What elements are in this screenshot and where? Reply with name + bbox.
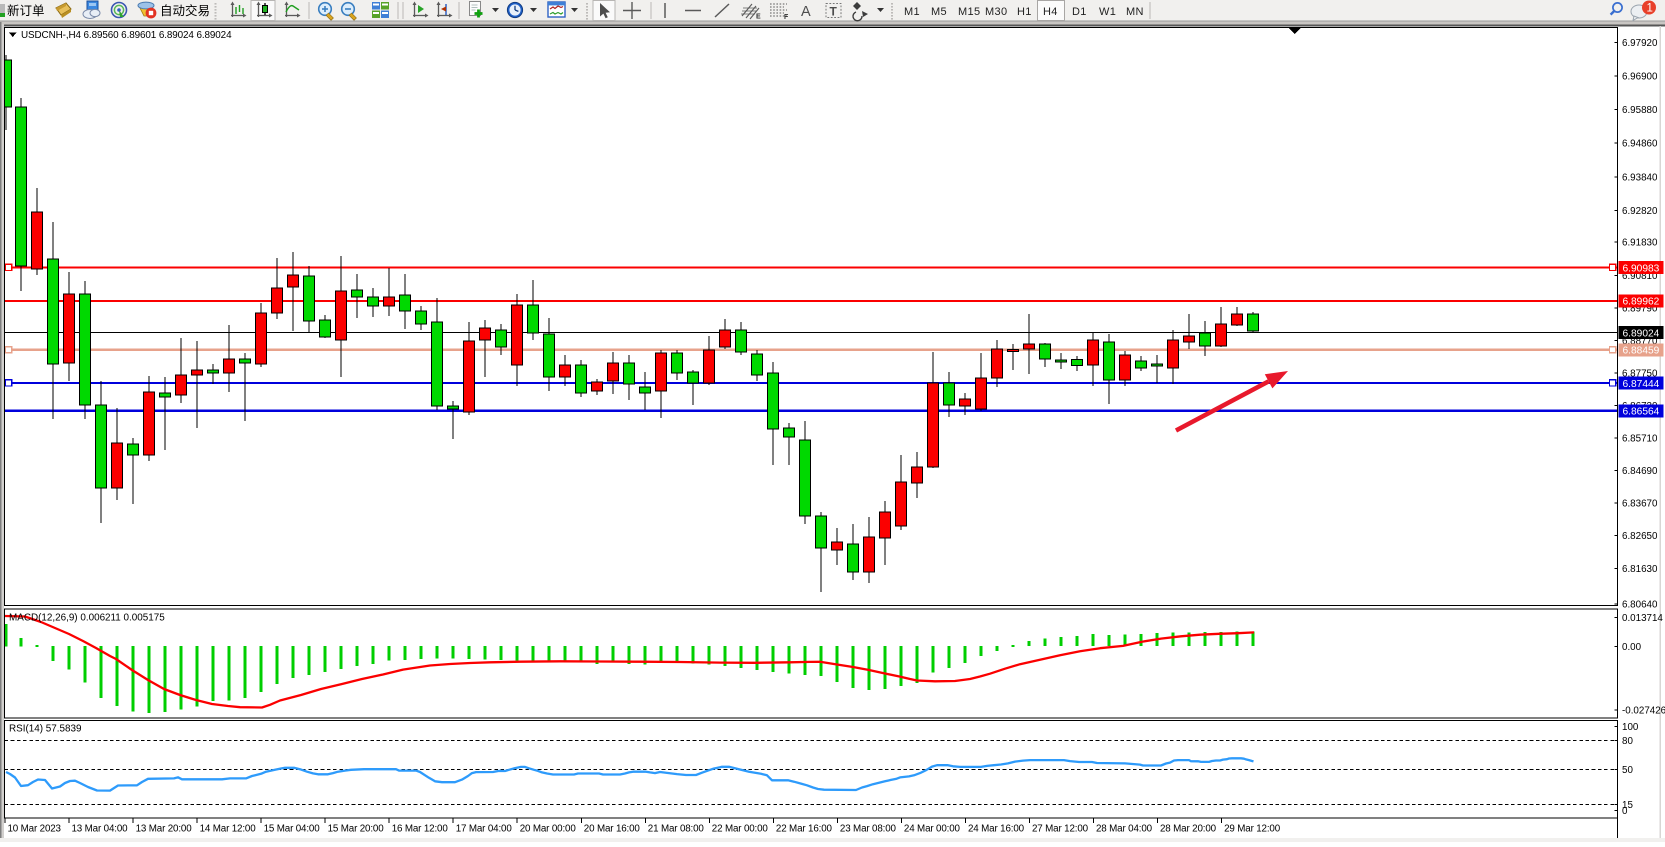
svg-text:6.93840: 6.93840 (1622, 173, 1658, 184)
svg-text:24 Mar 00:00: 24 Mar 00:00 (904, 824, 961, 835)
svg-text:24 Mar 16:00: 24 Mar 16:00 (968, 824, 1025, 835)
svg-text:6.84690: 6.84690 (1622, 466, 1658, 477)
svg-text:6.96900: 6.96900 (1622, 72, 1658, 83)
svg-text:1: 1 (1647, 3, 1653, 15)
svg-text:6.87750: 6.87750 (1622, 368, 1658, 379)
svg-text:29 Mar 12:00: 29 Mar 12:00 (1224, 824, 1281, 835)
svg-text:6.94860: 6.94860 (1622, 139, 1658, 150)
svg-text:D1: D1 (1072, 6, 1087, 18)
svg-text:M30: M30 (985, 6, 1007, 18)
svg-text:22 Mar 16:00: 22 Mar 16:00 (776, 824, 833, 835)
svg-text:6.97920: 6.97920 (1622, 38, 1658, 49)
svg-text:USDCNH-,H4 6.89560 6.89601 6.: USDCNH-,H4 6.89560 6.89601 6.89024 6.890… (21, 30, 232, 41)
svg-text:28 Mar 04:00: 28 Mar 04:00 (1096, 824, 1153, 835)
svg-text:6.89024: 6.89024 (1623, 328, 1660, 339)
svg-text:0.00: 0.00 (1622, 642, 1642, 653)
svg-text:T: T (830, 5, 838, 19)
svg-text:22 Mar 00:00: 22 Mar 00:00 (712, 824, 769, 835)
svg-text:17 Mar 04:00: 17 Mar 04:00 (456, 824, 513, 835)
svg-text:16 Mar 12:00: 16 Mar 12:00 (392, 824, 449, 835)
svg-text:100: 100 (1622, 722, 1639, 733)
svg-text:21 Mar 08:00: 21 Mar 08:00 (648, 824, 705, 835)
svg-text:A: A (801, 4, 811, 20)
svg-text:6.90810: 6.90810 (1622, 271, 1658, 282)
svg-text:自动交易: 自动交易 (160, 3, 210, 18)
svg-text:H1: H1 (1017, 6, 1032, 18)
svg-text:6.89962: 6.89962 (1623, 297, 1660, 308)
svg-text:M5: M5 (931, 6, 947, 18)
svg-text:14 Mar 12:00: 14 Mar 12:00 (200, 824, 257, 835)
svg-text:新订单: 新订单 (7, 3, 45, 18)
svg-text:6.89790: 6.89790 (1622, 303, 1658, 314)
svg-text:20 Mar 00:00: 20 Mar 00:00 (520, 824, 577, 835)
svg-text:50: 50 (1622, 765, 1633, 776)
svg-text:6.88770: 6.88770 (1622, 336, 1658, 347)
svg-text:RSI(14) 57.5839: RSI(14) 57.5839 (9, 724, 82, 735)
svg-text:23 Mar 08:00: 23 Mar 08:00 (840, 824, 897, 835)
svg-text:27 Mar 12:00: 27 Mar 12:00 (1032, 824, 1089, 835)
svg-text:6.85710: 6.85710 (1622, 434, 1658, 445)
svg-text:6.95880: 6.95880 (1622, 105, 1658, 116)
svg-text:6.90983: 6.90983 (1623, 263, 1660, 274)
svg-text:F: F (784, 14, 789, 21)
svg-text:80: 80 (1622, 736, 1633, 747)
svg-text:6.87444: 6.87444 (1623, 379, 1660, 390)
svg-text:6.81630: 6.81630 (1622, 564, 1658, 575)
svg-text:13 Mar 04:00: 13 Mar 04:00 (72, 824, 129, 835)
svg-text:M1: M1 (904, 6, 920, 18)
svg-text:6.86564: 6.86564 (1623, 407, 1660, 418)
svg-text:0.013714: 0.013714 (1622, 613, 1663, 624)
svg-text:15: 15 (1622, 800, 1633, 811)
svg-text:15 Mar 20:00: 15 Mar 20:00 (328, 824, 385, 835)
svg-text:W1: W1 (1099, 6, 1116, 18)
svg-text:13 Mar 20:00: 13 Mar 20:00 (136, 824, 193, 835)
svg-text:0: 0 (1622, 806, 1628, 817)
svg-text:MACD(12,26,9) 0.006211 0.00517: MACD(12,26,9) 0.006211 0.005175 (9, 613, 165, 624)
svg-text:28 Mar 20:00: 28 Mar 20:00 (1160, 824, 1217, 835)
svg-text:MN: MN (1126, 6, 1144, 18)
svg-text:10 Mar 2023: 10 Mar 2023 (8, 824, 62, 835)
svg-text:6.80640: 6.80640 (1622, 600, 1658, 611)
svg-text:20 Mar 16:00: 20 Mar 16:00 (584, 824, 641, 835)
svg-text:6.92820: 6.92820 (1622, 206, 1658, 217)
svg-text:6.83670: 6.83670 (1622, 499, 1658, 510)
svg-text:-0.027426: -0.027426 (1622, 705, 1665, 716)
svg-text:6.88459: 6.88459 (1623, 346, 1660, 357)
svg-text:H4: H4 (1043, 6, 1058, 18)
svg-text:M15: M15 (958, 6, 980, 18)
svg-text:15 Mar 04:00: 15 Mar 04:00 (264, 824, 321, 835)
svg-text:6.91830: 6.91830 (1622, 238, 1658, 249)
svg-text:E: E (756, 14, 761, 21)
svg-text:6.82650: 6.82650 (1622, 531, 1658, 542)
